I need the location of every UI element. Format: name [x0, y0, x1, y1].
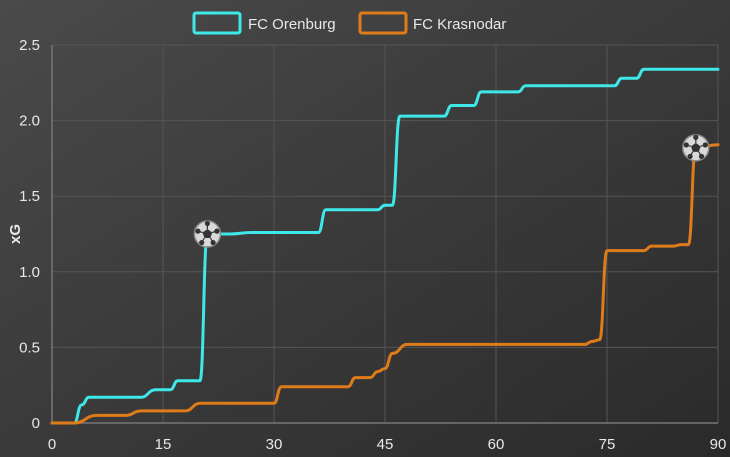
x-tick-label: 15: [155, 436, 172, 453]
y-tick-label: 0: [32, 415, 40, 432]
legend: FC Orenburg FC Krasnodar: [192, 11, 506, 35]
soccer-ball-patch: [687, 153, 693, 159]
x-tick-label: 90: [710, 436, 727, 453]
series-line-fc-krasnodar: [50, 143, 720, 425]
x-tick-label: 45: [377, 436, 394, 453]
x-tick-label: 30: [266, 436, 283, 453]
soccer-ball-patch: [204, 220, 210, 227]
axes: 0 15 30 45 60 75 90 0 0.5 1.0 1.5 2.0 2.5 xG: [7, 37, 726, 453]
legend-label-fc-krasnodar: FC Krasnodar: [413, 16, 506, 33]
legend-label-fc-orenburg: FC Orenburg: [248, 16, 336, 33]
soccer-ball-patch: [210, 239, 216, 246]
soccer-ball-patch: [691, 142, 701, 152]
soccer-ball-patch: [702, 142, 708, 148]
soccer-ball-patch: [199, 239, 205, 246]
x-tick-label: 75: [599, 436, 616, 453]
y-tick-label: 0.5: [19, 339, 40, 356]
y-tick-label: 1.5: [19, 188, 40, 205]
grid: [51, 44, 719, 424]
y-tick-label: 2.5: [19, 37, 40, 54]
legend-swatch-fc-orenburg: [192, 11, 242, 35]
series-lines: [50, 67, 720, 425]
y-axis-title: xG: [7, 224, 24, 244]
y-tick-label: 1.0: [19, 264, 40, 281]
goal-markers: [193, 134, 710, 248]
y-tick-label: 2.0: [19, 113, 40, 130]
soccer-ball-patch: [195, 228, 201, 234]
x-tick-label: 0: [48, 436, 56, 453]
soccer-ball-patch: [683, 142, 689, 148]
soccer-ball-icon: [682, 134, 710, 162]
soccer-ball-icon: [193, 220, 222, 248]
soccer-ball-patch: [202, 229, 213, 238]
soccer-ball-patch: [698, 153, 705, 159]
x-tick-label: 60: [488, 436, 505, 453]
soccer-ball-patch: [214, 228, 220, 234]
soccer-ball-patch: [693, 134, 699, 140]
legend-swatch-fc-krasnodar: [358, 11, 408, 35]
series-line-fc-orenburg: [50, 67, 720, 425]
